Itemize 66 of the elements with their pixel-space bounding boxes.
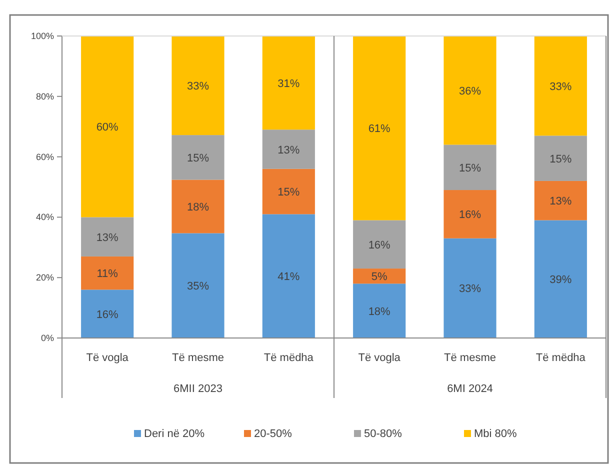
- text: 11%: [96, 268, 118, 280]
- bar: [172, 135, 224, 180]
- y-tick-label: 80%: [36, 91, 54, 102]
- text: 18%: [186, 201, 210, 214]
- bar: [172, 180, 224, 234]
- text: 18%: [368, 306, 390, 318]
- legend-label: 20-50%: [254, 428, 292, 440]
- bar: [262, 130, 315, 169]
- text: 61%: [368, 123, 390, 136]
- legend-label: 50-80%: [364, 428, 402, 440]
- y-tick-label: 60%: [36, 152, 54, 162]
- text: 5%: [371, 271, 388, 284]
- x-tick-label: Të vogla: [86, 352, 130, 364]
- text: 15%: [278, 186, 300, 199]
- legend-label: Mbi 80%: [474, 428, 518, 440]
- x-tick-label: Të vogla: [358, 352, 402, 364]
- bar: [172, 36, 224, 136]
- text: 33%: [458, 283, 482, 296]
- text: 15%: [550, 153, 572, 166]
- x-tick-label: Të mëdha: [264, 352, 314, 364]
- text: 13%: [96, 232, 118, 244]
- text: 41%: [278, 271, 300, 284]
- bar: [534, 220, 587, 338]
- text: 13%: [278, 144, 300, 156]
- bar: [81, 36, 134, 218]
- text: 60%: [96, 122, 118, 134]
- x-tick-label: Të mesme: [172, 352, 224, 364]
- text: 39%: [550, 274, 572, 286]
- bar: [444, 36, 496, 145]
- bar: [81, 256, 134, 290]
- text: 16%: [96, 308, 118, 321]
- text: 31%: [278, 78, 300, 90]
- y-tick-label: 20%: [36, 272, 54, 283]
- bar: [81, 290, 134, 338]
- bar: [534, 136, 587, 181]
- text: 6MI 2024: [447, 383, 493, 395]
- bar: [444, 190, 496, 238]
- y-tick-label: 100%: [30, 31, 54, 41]
- text: 6MII 2023: [174, 383, 222, 395]
- text: 15%: [458, 162, 482, 174]
- bar: [172, 233, 224, 338]
- text: 16%: [368, 239, 390, 252]
- bar: [262, 214, 315, 338]
- bar: [353, 268, 406, 284]
- text: 13%: [550, 196, 572, 208]
- text: 33%: [186, 80, 210, 93]
- bar: [262, 36, 315, 130]
- bar: [534, 36, 587, 136]
- bar: [353, 220, 406, 269]
- text: 16%: [458, 209, 482, 222]
- bar: [81, 217, 134, 256]
- y-tick-label: 0%: [40, 333, 54, 343]
- text: 36%: [458, 85, 482, 98]
- y-tick-label: 40%: [36, 212, 54, 222]
- bar: [353, 284, 406, 338]
- bar: [353, 36, 406, 220]
- bar: [534, 180, 587, 220]
- text: 33%: [550, 80, 572, 93]
- x-tick-label: Të mëdha: [536, 352, 586, 364]
- x-tick-label: Të mesme: [444, 352, 496, 364]
- legend-label: Deri në 20%: [144, 428, 205, 440]
- text: 15%: [186, 152, 210, 164]
- bar: [444, 144, 496, 190]
- bar: [444, 238, 496, 338]
- text: 35%: [186, 280, 210, 293]
- bar: [262, 168, 315, 214]
